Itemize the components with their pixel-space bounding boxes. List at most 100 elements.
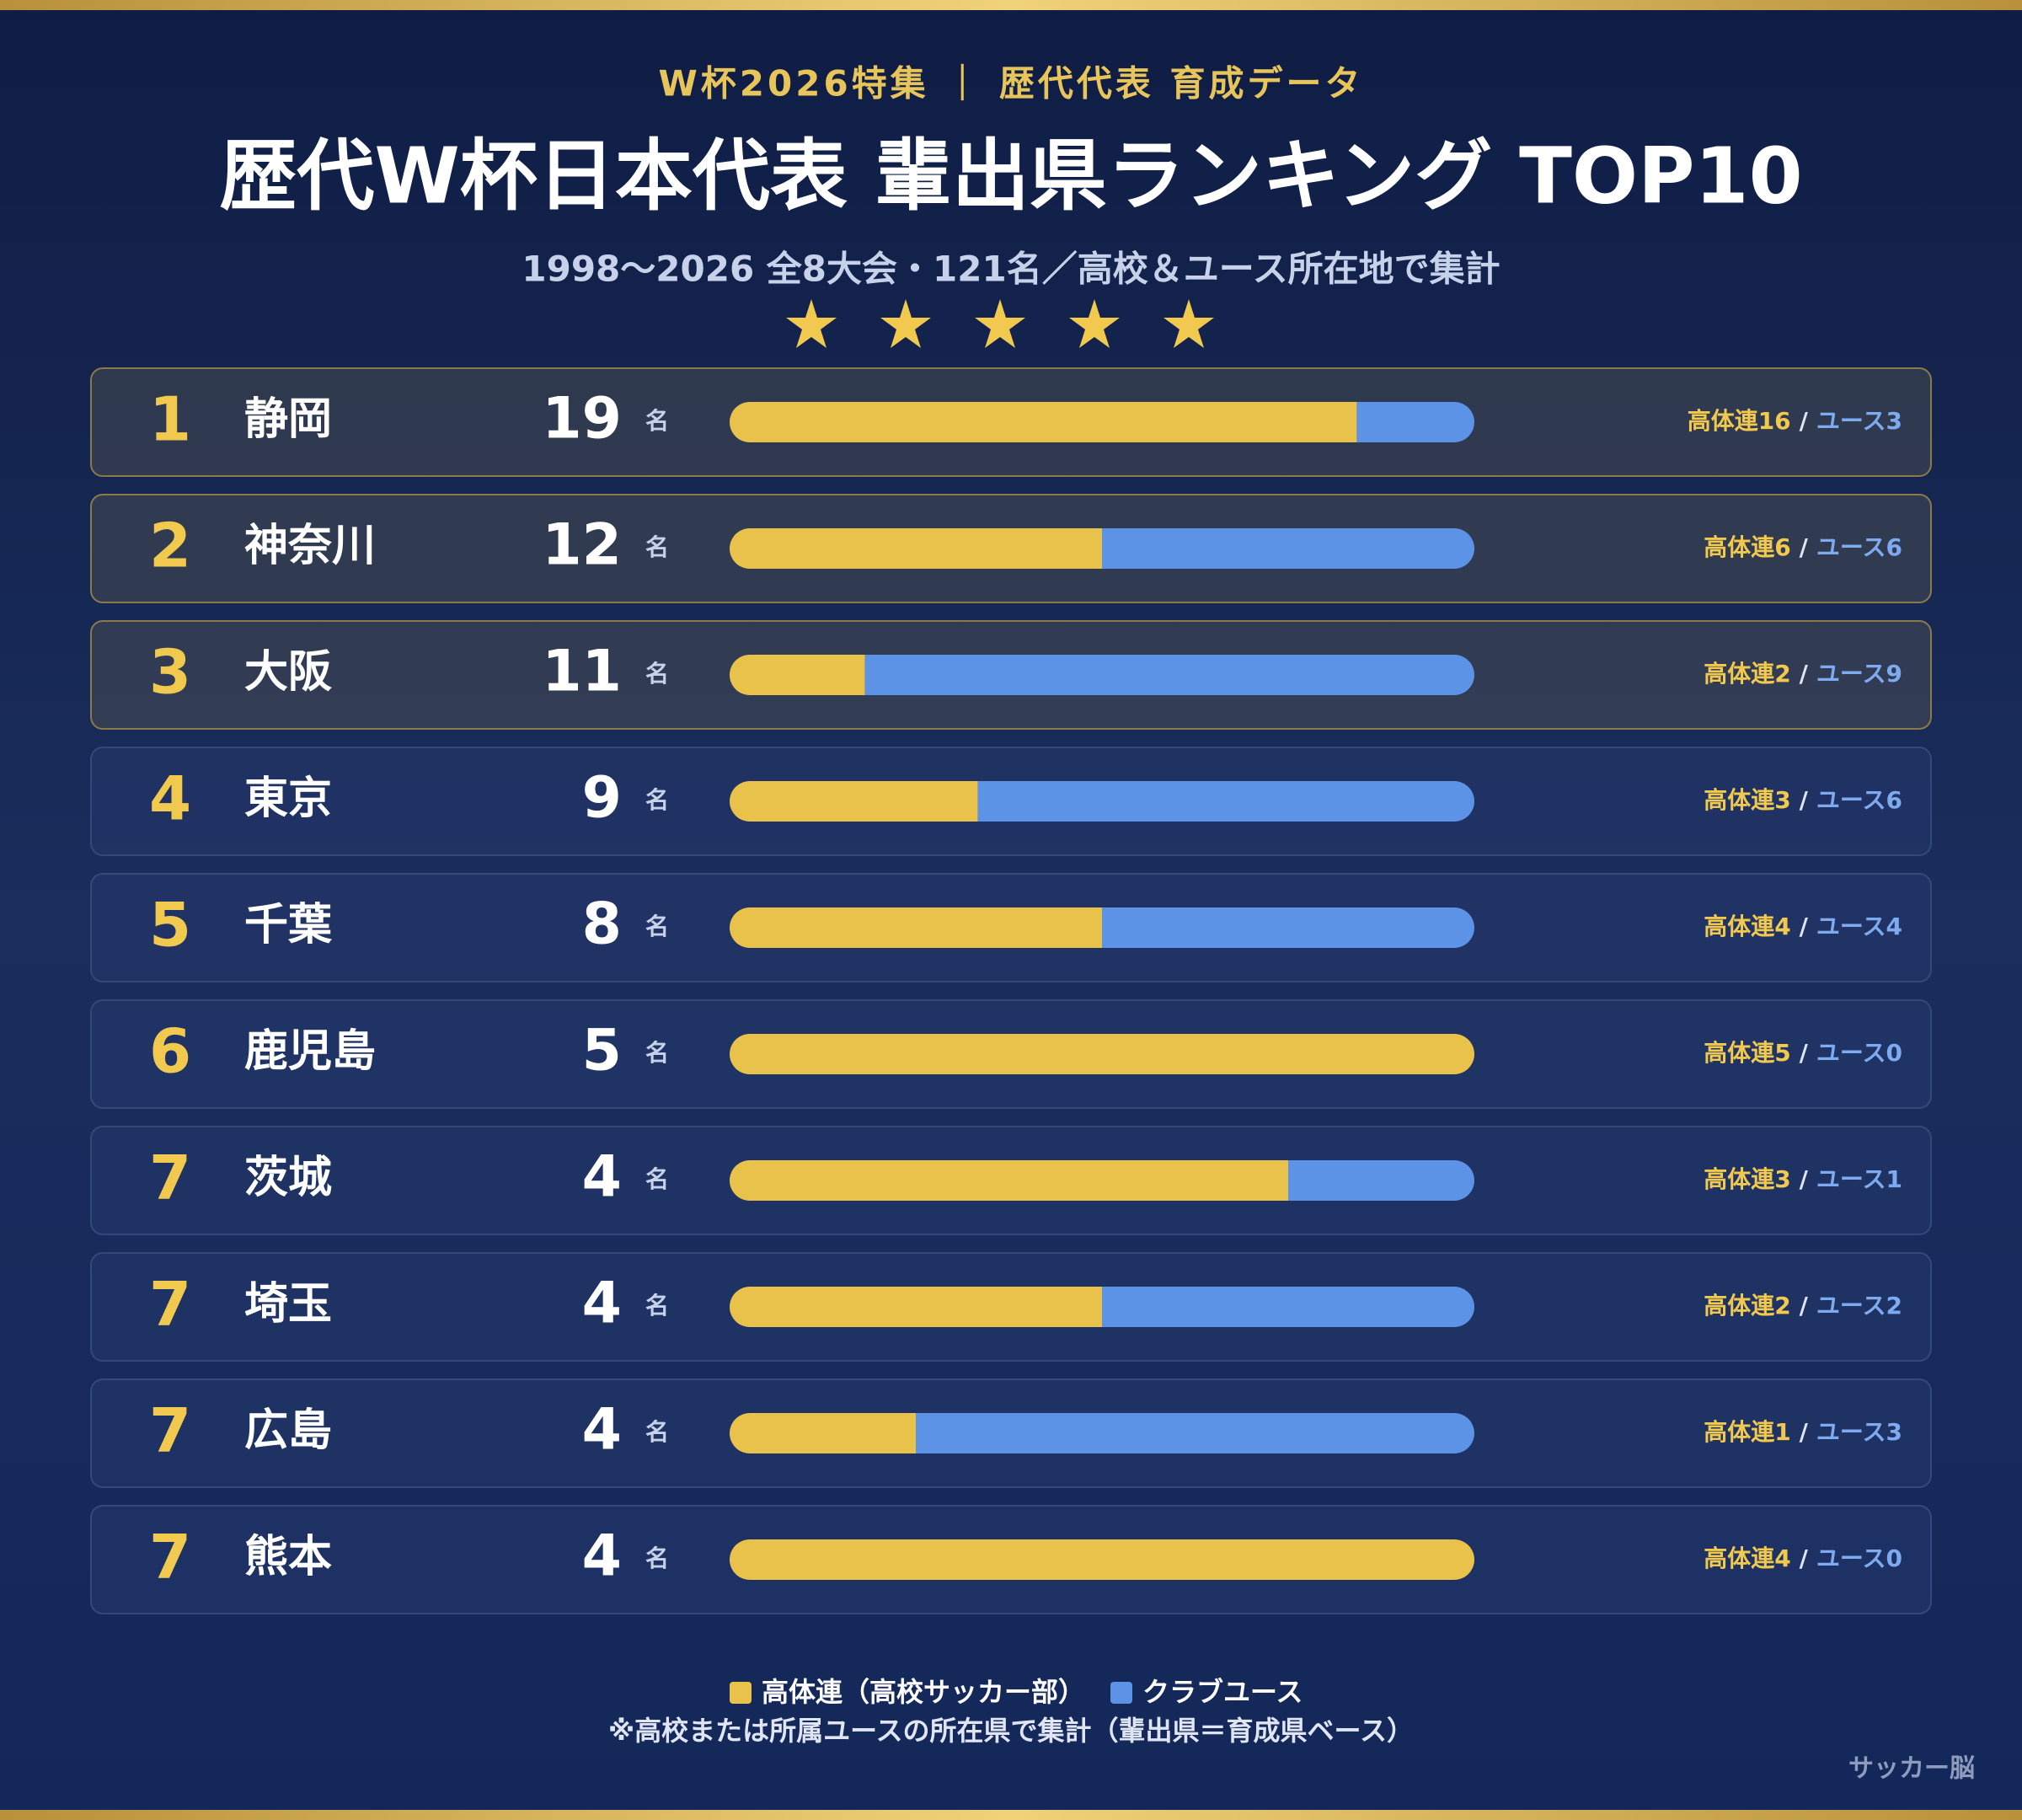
rank: 5 [149,890,191,961]
breakdown-school: 高体連4 [1704,913,1790,940]
breakdown-school: 高体連4 [1704,1544,1790,1572]
unit-label: 名 [645,1544,669,1572]
unit-label: 名 [645,1165,669,1193]
bar-segment [977,781,1474,822]
bar-segment [864,655,1474,695]
total-value: 12 [542,512,622,579]
legend-label: 高体連（高校サッカー部） [762,1676,1085,1708]
breakdown-youth: ユース6 [1816,786,1902,814]
breakdown-youth: ユース0 [1816,1039,1902,1067]
note: ※高校または所属ユースの所在県で集計（輩出県＝育成県ベース） [608,1715,1414,1747]
breakdown-label: 高体連5 /ユース0 [1704,1039,1902,1067]
breakdown-youth: ユース3 [1816,1418,1902,1446]
unit-label: 名 [645,1418,669,1446]
breakdown-separator: / [1800,1165,1809,1193]
breakdown-separator: / [1800,1544,1809,1572]
top-rule [0,0,2022,10]
breakdown-youth: ユース0 [1816,1544,1902,1572]
category-label: 茨城 [244,1153,332,1203]
total-value: 4 [582,1271,622,1337]
breakdown-separator: / [1800,533,1809,561]
rank: 1 [149,384,191,455]
rank: 6 [149,1016,191,1087]
breakdown-label: 高体連4 /ユース0 [1704,1544,1902,1572]
breakdown-youth: ユース2 [1816,1292,1902,1320]
bar-segment [1102,907,1474,948]
bottom-rule [0,1810,2022,1820]
breakdown-label: 高体連3 /ユース6 [1704,786,1902,814]
kicker: W杯2026特集 ｜ 歴代代表 育成データ [658,63,1363,104]
bar-segment [1288,1160,1474,1201]
rank: 3 [149,637,191,708]
chart-title: 歴代W杯日本代表 輩出県ランキング TOP10 [219,131,1802,221]
breakdown-youth: ユース9 [1816,660,1902,688]
rank: 7 [149,1395,191,1466]
breakdown-school: 高体連5 [1704,1039,1790,1067]
bar-segment [1102,528,1474,569]
legend-swatch [1110,1682,1132,1704]
bar-group [730,781,1474,822]
rank: 7 [149,1269,191,1340]
bar-group [730,907,1474,948]
bar-segment [730,781,978,822]
breakdown-youth: ユース1 [1816,1165,1902,1193]
category-label: 千葉 [244,900,333,950]
bar-segment [730,655,865,695]
breakdown-school: 高体連1 [1704,1418,1790,1446]
legend-swatch [730,1682,752,1704]
unit-label: 名 [645,1039,669,1067]
breakdown-label: 高体連2 /ユース9 [1704,660,1902,688]
unit-label: 名 [645,660,669,688]
bar-segment [730,1034,1474,1074]
category-label: 広島 [244,1405,332,1456]
source: サッカー脳 [1848,1754,1975,1784]
breakdown-school: 高体連6 [1704,533,1790,561]
bar-segment [730,528,1102,569]
breakdown-school: 高体連2 [1704,660,1790,688]
rank: 4 [149,763,191,834]
rank: 7 [149,1522,191,1592]
bar-group [730,1034,1474,1074]
total-value: 19 [542,386,622,452]
category-label: 埼玉 [244,1279,332,1330]
bar-group [730,528,1474,569]
category-label: 大阪 [244,647,332,698]
breakdown-school: 高体連3 [1704,786,1790,814]
category-label: 東京 [244,774,332,824]
breakdown-label: 高体連3 /ユース1 [1704,1165,1902,1193]
breakdown-label: 高体連4 / ユース4 [1704,913,1902,940]
breakdown-separator: / [1800,1418,1809,1446]
total-value: 4 [582,1523,622,1590]
bar-segment [730,907,1102,948]
bar-group [730,1287,1474,1327]
category-label: 鹿児島 [244,1026,376,1077]
breakdown-separator: / [1800,786,1809,814]
bar-group [730,1413,1474,1453]
breakdown-label: 高体連1 /ユース3 [1704,1418,1902,1446]
breakdown-separator: / [1800,660,1809,688]
breakdown-label: 高体連16 /ユース3 [1688,407,1902,435]
bar-segment [730,402,1357,442]
bar-segment [730,1287,1102,1327]
total-value: 8 [582,891,622,958]
breakdown-school: 高体連2 [1704,1292,1790,1320]
breakdown-school: 高体連3 [1704,1165,1790,1193]
bar-segment [1102,1287,1474,1327]
breakdown-separator: / [1800,913,1809,940]
bar-group [730,402,1474,442]
breakdown-separator: / [1800,1292,1809,1320]
breakdown-separator: / [1800,407,1809,435]
unit-label: 名 [645,1292,669,1320]
breakdown-label: 高体連2 /ユース2 [1704,1292,1902,1320]
total-value: 4 [582,1397,622,1464]
rank: 7 [149,1143,191,1213]
bar-group [730,655,1474,695]
rank: 2 [149,511,191,581]
bar-segment [1356,402,1474,442]
breakdown-label: 高体連6 /ユース6 [1704,533,1902,561]
bar-segment [916,1413,1474,1453]
breakdown-youth: ユース4 [1816,913,1902,940]
bar-segment [730,1413,916,1453]
